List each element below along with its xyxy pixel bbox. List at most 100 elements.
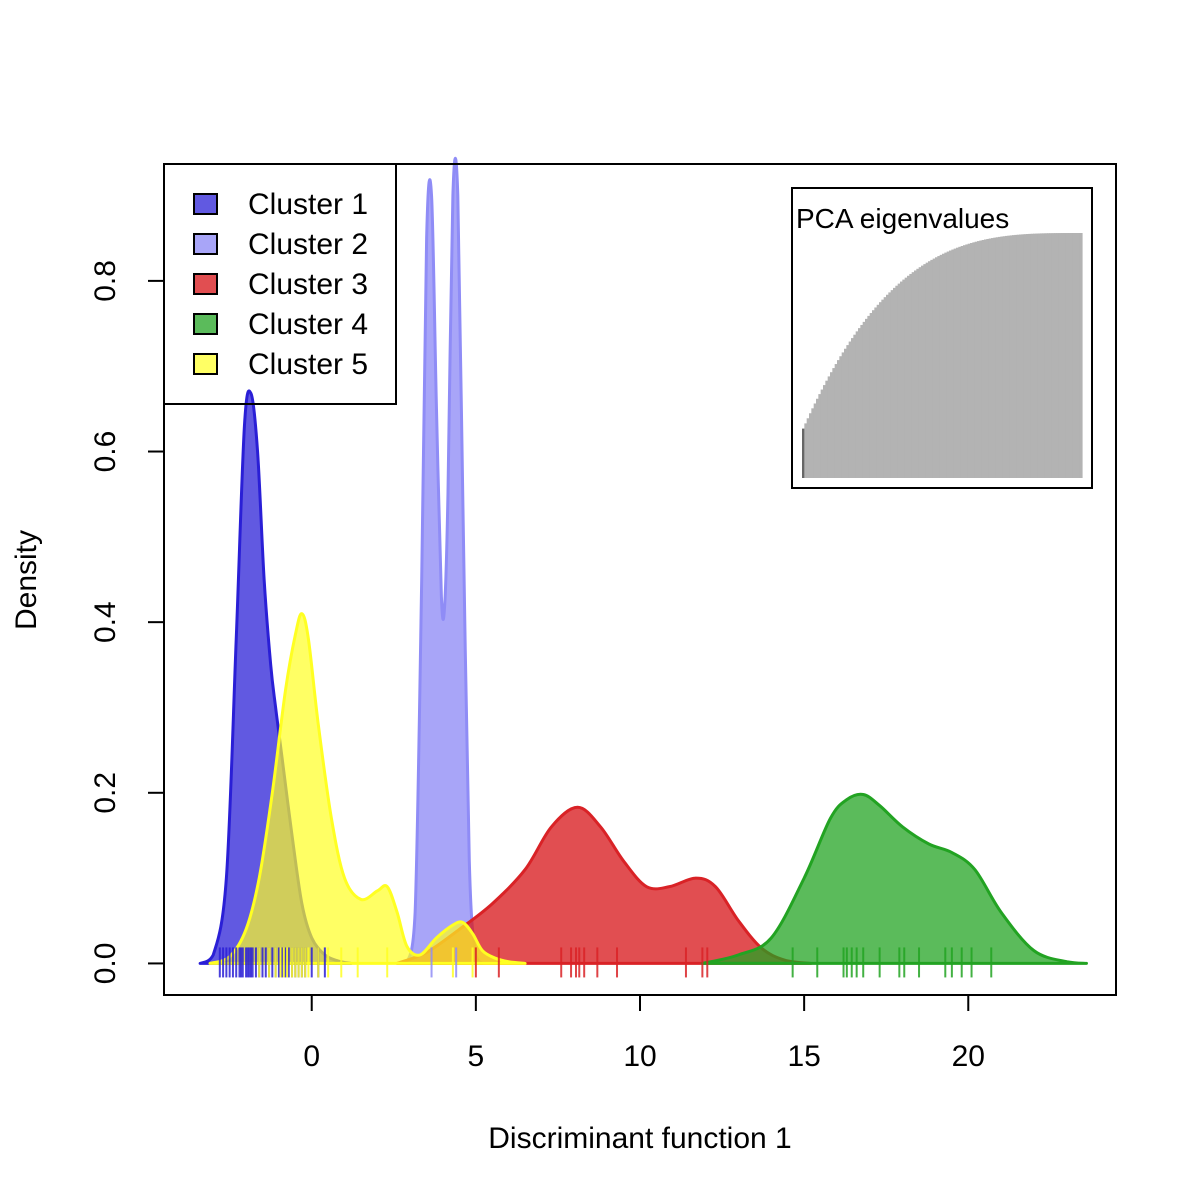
inset-eigenvalue-bar [844,348,847,478]
legend-swatch-cluster-1 [193,193,218,215]
inset-eigenvalue-bar [918,267,922,478]
density-cluster-5 [208,612,527,965]
inset-eigenvalue-bar [1002,236,1006,478]
y-axis-label: Density [10,530,43,630]
inset-eigenvalue-bar [862,321,866,478]
legend-label-cluster-1: Cluster 1 [248,188,368,221]
inset-eigenvalue-bar [853,334,857,478]
x-tick-label: 10 [623,1040,656,1073]
inset-eigenvalue-bar [883,297,887,478]
inset-eigenvalue-bar [848,341,852,478]
inset-eigenvalue-bar [944,252,948,478]
inset-eigenvalue-bar [1077,233,1081,478]
inset-eigenvalue-bar [846,345,850,478]
legend: Cluster 1 Cluster 2 Cluster 3 Cluster 4 Clus… [163,163,397,405]
inset-eigenvalue-bar [932,258,936,478]
inset-eigenvalue-bar [832,368,836,478]
inset-eigenvalue-bar [872,310,875,478]
inset-eigenvalue-bar [867,315,871,478]
inset-eigenvalue-bar [1068,233,1071,478]
inset-eigenvalue-bar [813,403,817,478]
x-tick-label: 15 [787,1040,820,1073]
inset-eigenvalue-bar [928,261,931,478]
inset-eigenvalue-bar [946,251,950,478]
inset-eigenvalue-bar [1075,233,1078,478]
inset-eigenvalue-bar [1065,233,1069,478]
inset-eigenvalue-bar [914,270,917,478]
inset-eigenvalue-bar [841,352,845,478]
inset-eigenvalue-bar [1019,234,1022,478]
inset-eigenvalue-bar [1021,234,1025,478]
inset-eigenvalue-bar [977,241,980,478]
inset-eigenvalue-bar [925,262,929,478]
inset-eigenvalue-bar [900,281,903,478]
inset-eigenvalue-bar [995,237,999,478]
density-cluster-2 [405,157,484,965]
inset-eigenvalue-bar [818,394,822,478]
inset-eigenvalue-bar [965,244,969,478]
inset-eigenvalue-bar [1035,233,1039,478]
inset-eigenvalue-bar [988,238,992,478]
inset-eigenvalue-bar [886,294,889,478]
inset-eigenvalue-bar [893,287,896,478]
inset-eigenvalue-bar [942,253,945,478]
x-tick-label: 5 [468,1040,485,1073]
inset-eigenvalue-bar [1042,233,1046,478]
inset-eigenvalue-bar [1061,233,1064,478]
inset-eigenvalue-bar [855,331,859,478]
inset-eigenvalue-bar [888,292,892,478]
density-cluster-4 [700,792,1088,965]
inset-eigenvalue-bar [858,328,861,478]
inset-eigenvalue-bar [839,356,843,478]
legend-swatch-cluster-4 [193,313,218,335]
x-axis: 0 5 10 15 20 [303,994,985,1073]
inset-eigenvalue-bar [1026,234,1029,478]
x-tick-label: 0 [303,1040,320,1073]
legend-swatch-cluster-5 [193,353,218,375]
y-tick-label: 0.4 [89,601,122,643]
inset-eigenvalue-bar [937,256,941,478]
inset-eigenvalue-bar [921,265,924,478]
inset-eigenvalue-bar [972,242,976,478]
inset-eigenvalue-bar [820,389,824,478]
inset-eigenvalue-bar [1030,233,1034,478]
inset-eigenvalue-bar [930,259,934,478]
y-axis: 0.0 0.2 0.4 0.6 0.8 [89,260,165,984]
inset-eigenvalue-bar [939,254,943,478]
inset-eigenvalue-bar [979,240,983,478]
inset-eigenvalue-bar [981,239,985,478]
inset-eigenvalue-bar [974,241,978,478]
inset-eigenvalue-bar [1047,233,1050,478]
inset-eigenvalue-bar [991,238,994,478]
inset-eigenvalue-bar [935,257,938,478]
inset-eigenvalue-bar [1049,233,1053,478]
inset-eigenvalue-bars [802,233,1083,478]
inset-eigenvalue-bar [811,408,815,478]
inset-eigenvalue-bar [895,285,899,478]
inset-eigenvalue-bar [837,360,840,478]
inset-eigenvalue-bar [874,307,878,478]
inset-eigenvalue-bar [823,385,826,478]
inset-eigenvalue-bar [1079,233,1083,478]
y-tick-label: 0.6 [89,431,122,473]
inset-eigenvalue-bar [1054,233,1057,478]
x-axis-label: Discriminant function 1 [488,1122,791,1155]
inset-eigenvalue-bar [949,250,952,478]
inset-eigenvalue-bar [998,236,1001,478]
inset-eigenvalue-bar [902,279,906,478]
inset-eigenvalue-bar [825,380,829,478]
density-curves [198,157,1088,965]
y-tick-label: 0.8 [89,260,122,302]
inset-eigenvalue-bar [911,272,915,478]
legend-box [163,163,397,405]
inset-eigenvalue-bar [802,428,805,478]
inset-eigenvalue-bar [993,237,997,478]
inset-eigenvalue-bar [960,246,964,478]
legend-label-cluster-5: Cluster 5 [248,348,368,381]
inset-eigenvalue-bar [1005,235,1008,478]
inset-eigenvalue-bar [1072,233,1076,478]
inset-eigenvalue-bar [804,423,808,478]
inset-eigenvalue-bar [851,338,854,478]
